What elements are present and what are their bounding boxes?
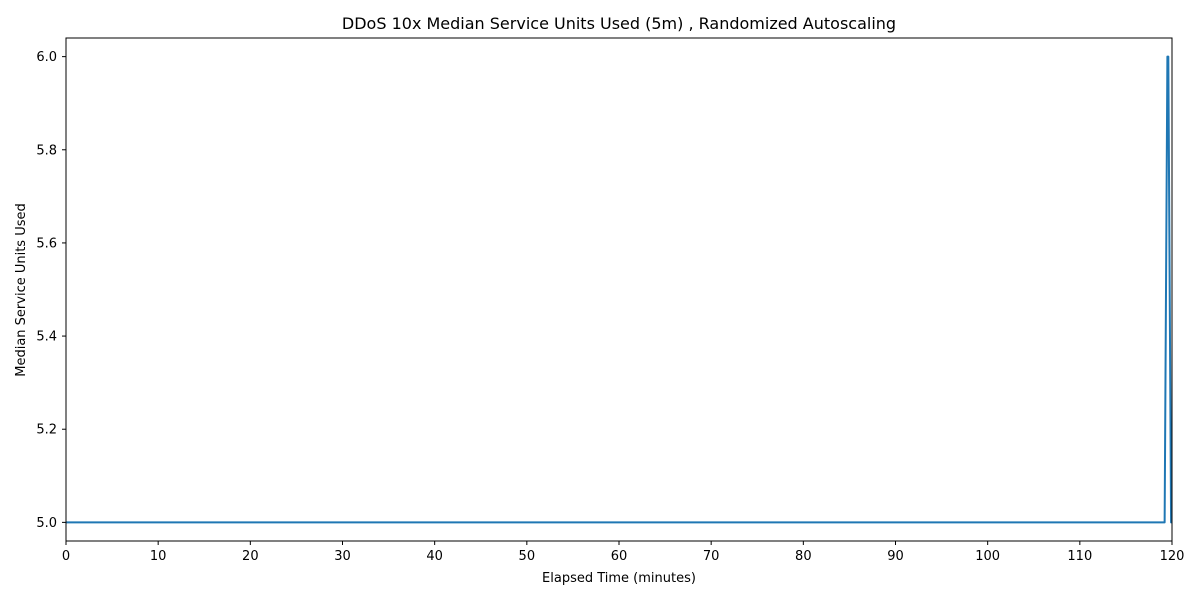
chart-title: DDoS 10x Median Service Units Used (5m) … [342, 14, 896, 33]
plot-frame [65, 37, 1173, 542]
plot-area [65, 37, 1173, 542]
y-tick-label: 5.4 [36, 330, 57, 345]
x-tick-label: 50 [519, 549, 536, 564]
x-tick-label: 100 [975, 549, 1000, 564]
x-axis: 0 10 20 30 40 50 60 70 80 90 100 110 120 [62, 541, 1185, 564]
y-tick-label: 5.8 [36, 143, 57, 158]
x-tick-label: 70 [703, 549, 720, 564]
y-tick-label: 5.0 [36, 516, 57, 531]
x-tick-label: 80 [795, 549, 812, 564]
x-tick-label: 60 [611, 549, 628, 564]
x-tick-label: 110 [1067, 549, 1092, 564]
y-tick-label: 6.0 [36, 50, 57, 65]
x-tick-label: 120 [1160, 549, 1185, 564]
y-axis: 5.0 5.2 5.4 5.6 5.8 6.0 [36, 50, 66, 531]
x-tick-label: 90 [887, 549, 904, 564]
series-line-0 [66, 55, 1173, 524]
x-axis-label: Elapsed Time (minutes) [542, 571, 696, 586]
x-tick-label: 0 [62, 549, 70, 564]
x-tick-label: 40 [426, 549, 443, 564]
y-tick-label: 5.2 [36, 423, 57, 438]
x-tick-label: 20 [242, 549, 259, 564]
y-axis-label: Median Service Units Used [14, 203, 29, 377]
x-tick-label: 10 [150, 549, 167, 564]
x-tick-label: 30 [334, 549, 351, 564]
y-tick-label: 5.6 [36, 236, 57, 251]
